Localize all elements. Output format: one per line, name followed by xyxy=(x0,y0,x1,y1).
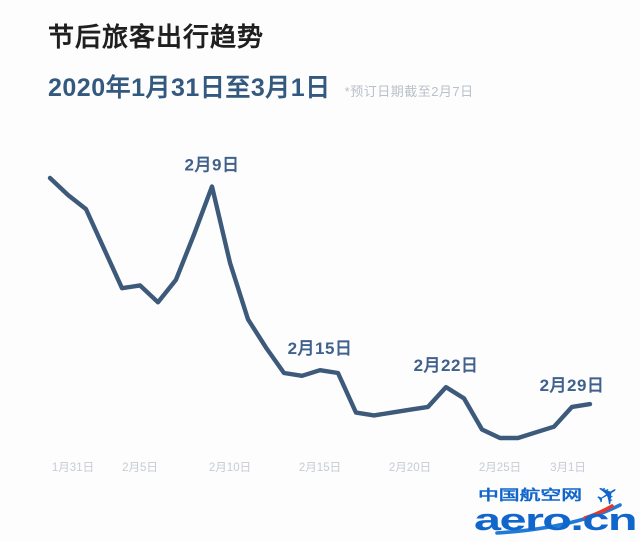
annotation-label-feb9: 2月9日 xyxy=(185,155,240,174)
aerocn-watermark: 中国航空网 aero.cn ✈ xyxy=(474,477,637,537)
annotation-label-feb15: 2月15日 xyxy=(288,339,353,358)
x-tick-feb15: 2月15日 xyxy=(299,462,341,474)
page-title: 节后旅客出行趋势 xyxy=(48,22,265,52)
x-tick-feb5: 2月5日 xyxy=(122,462,158,474)
logo-swoosh xyxy=(495,503,622,535)
annotation-label-feb22: 2月22日 xyxy=(414,356,479,375)
x-tick-feb10: 2月10日 xyxy=(209,462,251,474)
x-tick-mar1: 3月1日 xyxy=(550,462,586,474)
x-tick-jan31: 1月31日 xyxy=(52,462,94,474)
x-tick-feb20: 2月20日 xyxy=(389,462,431,474)
x-tick-feb25: 2月25日 xyxy=(479,462,521,474)
logo-domain-text: aero.cn xyxy=(474,502,636,537)
logo-swoosh-red xyxy=(583,504,614,520)
trend-line xyxy=(47,175,593,441)
date-range-subtitle: 2020年1月31日至3月1日 xyxy=(48,74,331,102)
booking-cutoff-note: *预订日期截至2月7日 xyxy=(344,84,474,99)
annotation-label-feb29: 2月29日 xyxy=(540,376,605,395)
logo-cn-text: 中国航空网 xyxy=(478,487,582,503)
subtitle-row: 2020年1月31日至3月1日 *预订日期截至2月7日 xyxy=(48,68,620,104)
chart-header: 节后旅客出行趋势 2020年1月31日至3月1日 *预订日期截至2月7日 xyxy=(48,20,620,104)
